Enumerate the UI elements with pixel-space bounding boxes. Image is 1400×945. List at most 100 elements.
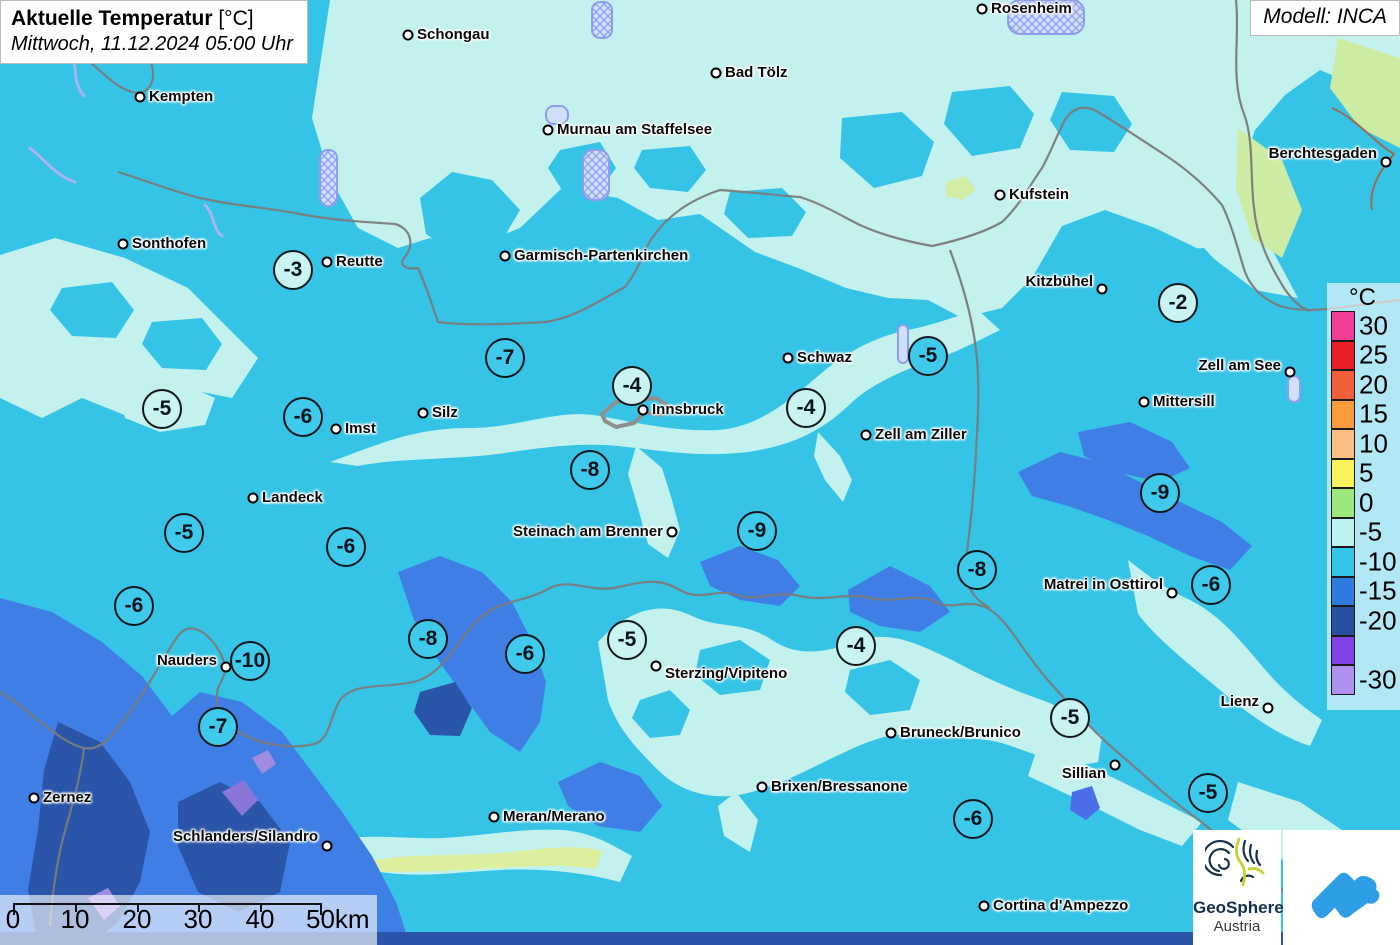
city-dot-icon — [666, 526, 678, 538]
city-label: Silz — [432, 404, 458, 422]
city-label: Nauders — [156, 652, 217, 670]
temperature-bubble: -5 — [1050, 698, 1090, 738]
city-dot-icon — [756, 781, 768, 793]
temperature-bubble: -4 — [612, 366, 652, 406]
temperature-bubble: -5 — [142, 389, 182, 429]
scale-bar-label: 40 — [245, 904, 275, 934]
city-dot-icon — [885, 727, 897, 739]
temperature-bubble: -9 — [1140, 473, 1180, 513]
city-dot-icon — [860, 429, 872, 441]
city-label: Reutte — [336, 253, 383, 271]
legend-color-swatch — [1331, 488, 1355, 518]
geosphere-country: Austria — [1213, 917, 1261, 935]
city-label: Kempten — [149, 88, 214, 106]
legend-color-swatch — [1331, 547, 1355, 577]
state-border — [1331, 107, 1396, 211]
city-label: Matrei in Osttirol — [1043, 576, 1163, 594]
city-label: Sonthofen — [132, 235, 207, 253]
geosphere-contour-icon — [1202, 837, 1265, 887]
city-label: Sillian — [1061, 765, 1106, 783]
city-label: Sterzing/Vipiteno — [665, 665, 788, 683]
scale-bar-label: 20 — [122, 904, 152, 934]
city-dot-icon — [117, 238, 129, 250]
city-dot-icon — [488, 811, 500, 823]
city-label: Meran/Merano — [503, 808, 605, 826]
city-label: Schlanders/Silandro — [172, 828, 318, 846]
scale-bar-tick — [320, 903, 322, 915]
city-dot-icon — [247, 492, 259, 504]
temperature-bubble: -5 — [164, 513, 204, 553]
model-label: Modell: INCA — [1250, 0, 1400, 36]
city-dot-icon — [402, 29, 414, 41]
city-dot-icon — [650, 660, 662, 672]
city-dot-icon — [321, 840, 333, 852]
legend-value-label: -20 — [1359, 605, 1397, 636]
temperature-bubble: -6 — [326, 527, 366, 567]
city-label: Schwaz — [797, 349, 853, 367]
legend-value-label: 20 — [1359, 369, 1388, 400]
geosphere-logo: GeoSphere Austria — [1193, 830, 1284, 945]
temperature-bubble: -9 — [737, 511, 777, 551]
legend-color-swatch — [1331, 665, 1355, 695]
mountain-patches — [50, 86, 1228, 738]
city-label: Murnau am Staffelsee — [557, 121, 713, 139]
city-dot-icon — [1284, 366, 1296, 378]
legend-color-swatch — [1331, 340, 1355, 370]
map-scale-bar: 0 10 20 30 40 50km — [0, 895, 377, 945]
temperature-bubble: -5 — [1188, 773, 1228, 813]
city-dot-icon — [1109, 759, 1121, 771]
city-dot-icon — [710, 67, 722, 79]
legend-value-label: -30 — [1359, 664, 1397, 695]
city-label: Rosenheim — [991, 0, 1072, 18]
city-label: Imst — [345, 420, 376, 438]
scale-bar-label: 10 — [60, 904, 90, 934]
city-label: Cortina d'Ampezzo — [993, 897, 1129, 915]
page-title: Aktuelle Temperatur [°C] — [11, 6, 293, 32]
timestamp: Mittwoch, 11.12.2024 05:00 Uhr — [11, 33, 294, 56]
temperature-bubble: -6 — [283, 397, 323, 437]
temperature-bubble: -4 — [786, 388, 826, 428]
city-dot-icon — [134, 91, 146, 103]
title-unit: [°C] — [218, 7, 254, 30]
legend-value-label: 5 — [1359, 457, 1374, 488]
temperature-bubble: -6 — [114, 586, 154, 626]
scale-bar-label: 30 — [183, 904, 213, 934]
temperature-legend: °C 30 25 20 15 10 5 0 — [1327, 283, 1400, 710]
city-label: Zernez — [43, 789, 92, 807]
legend-color-swatch — [1331, 458, 1355, 488]
temperature-bubble: -7 — [485, 338, 525, 378]
temperature-bubble: -6 — [1191, 565, 1231, 605]
temperature-bubble: -3 — [273, 250, 313, 290]
legend-value-label: 0 — [1359, 487, 1374, 518]
legend-value-label: 10 — [1359, 428, 1388, 459]
scale-bar-line — [13, 903, 322, 905]
legend-value-label: 15 — [1359, 398, 1388, 429]
city-label: Zell am See — [1198, 357, 1281, 375]
geosphere-wordmark: GeoSphere — [1193, 898, 1284, 917]
city-label: Berchtesgaden — [1268, 145, 1377, 163]
legend-color-swatch — [1331, 635, 1355, 665]
city-dot-icon — [330, 423, 342, 435]
city-dot-icon — [1380, 156, 1392, 168]
scale-bar-label: 0 — [5, 904, 21, 934]
temperature-bubble: -5 — [607, 620, 647, 660]
legend-color-swatch — [1331, 370, 1355, 400]
legend-value-label: 25 — [1359, 339, 1388, 370]
scale-bar-tick — [137, 903, 139, 912]
city-label: Bad Tölz — [725, 64, 788, 82]
scale-bar-tick — [198, 903, 200, 912]
city-dot-icon — [499, 250, 511, 262]
city-dot-icon — [976, 3, 988, 15]
temperature-bubble: -2 — [1158, 283, 1198, 323]
city-label: Brixen/Bressanone — [771, 778, 908, 796]
city-dot-icon — [28, 792, 40, 804]
city-label: Bruneck/Brunico — [900, 724, 1021, 742]
scale-bar-tick — [260, 903, 262, 912]
legend-color-swatch — [1331, 399, 1355, 429]
temperature-bubble: -6 — [953, 799, 993, 839]
temperature-bubble: -10 — [230, 641, 270, 681]
legend-value-label: -10 — [1359, 546, 1397, 577]
coldest-areas — [0, 682, 1400, 945]
